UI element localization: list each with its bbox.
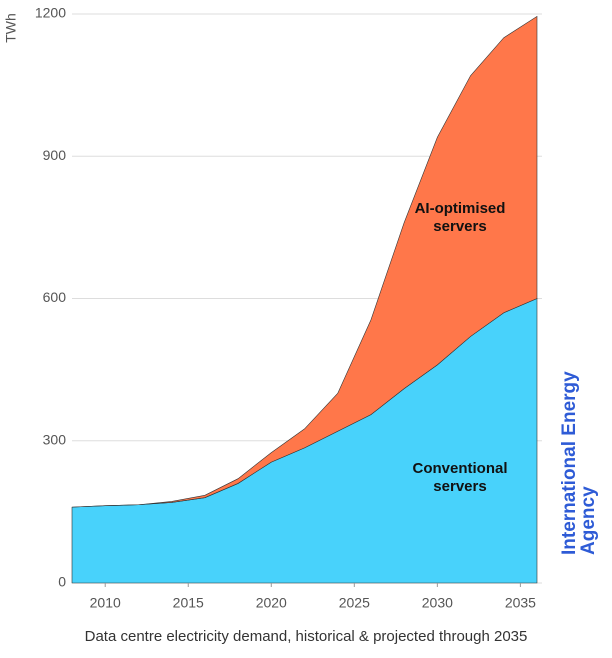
x-tick-label: 2020 <box>256 595 287 611</box>
x-tick-label: 2035 <box>505 595 536 611</box>
y-tick-label: 0 <box>58 574 66 590</box>
y-tick-label: 1200 <box>35 5 66 21</box>
y-axis-label: TWh <box>3 13 19 43</box>
x-tick-label: 2030 <box>422 595 453 611</box>
y-tick-label: 300 <box>43 431 67 447</box>
area <box>71 15 538 508</box>
x-tick-label: 2015 <box>173 595 204 611</box>
series-annotation: AI-optimised servers <box>414 200 506 235</box>
y-tick-label: 900 <box>43 147 67 163</box>
series-annotation: Conventional servers <box>412 460 508 495</box>
x-tick-label: 2025 <box>339 595 370 611</box>
logo: International Energy Agency <box>559 371 599 555</box>
x-tick-label: 2010 <box>90 595 121 611</box>
y-tick-label: 600 <box>43 289 67 305</box>
caption: Data centre electricity demand, historic… <box>84 628 528 645</box>
